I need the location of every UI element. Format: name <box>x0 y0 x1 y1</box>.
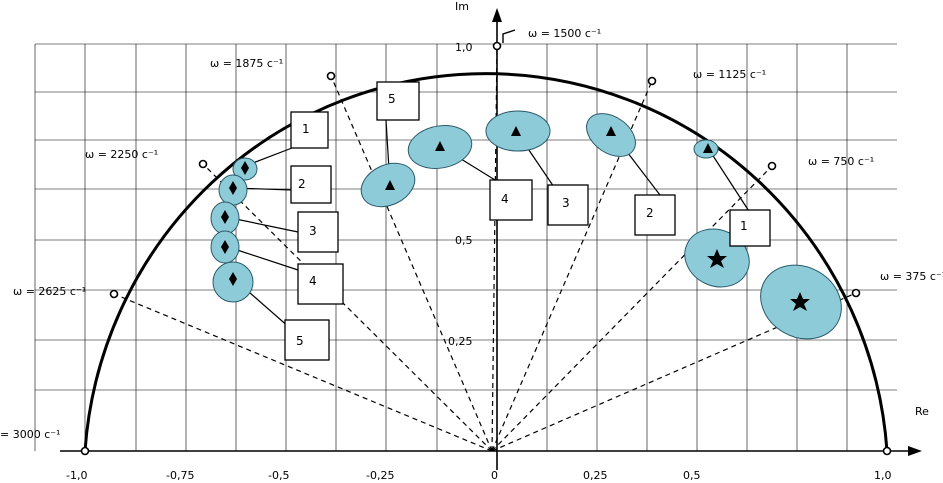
unit-arc <box>83 72 889 452</box>
callout-number: 5 <box>296 334 304 348</box>
freq-label-1125: ω = 1125 c⁻¹ <box>693 68 766 81</box>
callout-box <box>376 81 420 121</box>
callout-number: 1 <box>302 122 310 136</box>
callout-box <box>729 209 771 247</box>
x-tick-label: 0 <box>491 469 498 482</box>
star-marker <box>707 249 727 268</box>
x-axis-arrow <box>908 446 922 456</box>
diamond-marker <box>229 181 237 195</box>
callout-box <box>297 211 339 253</box>
y-tick-label: 0,25 <box>448 335 473 348</box>
freq-label-2625: ω = 2625 c⁻¹ <box>13 285 86 298</box>
radial-line <box>491 45 498 452</box>
markers <box>221 126 810 311</box>
x-tick-label: -1,0 <box>66 469 87 482</box>
frequency-point <box>882 446 892 456</box>
callout-number: 4 <box>501 192 509 206</box>
x-tick-label: 0,5 <box>683 469 701 482</box>
frequency-points <box>80 41 892 456</box>
frequency-point <box>109 289 119 299</box>
triangle-marker <box>703 143 713 153</box>
triangle-marker <box>606 126 616 136</box>
x-axis-label: Re <box>915 405 929 418</box>
callout-number: 3 <box>309 224 317 238</box>
radial-line <box>202 163 493 452</box>
callout-boxes <box>284 81 771 361</box>
callout-numbers: 1 2 3 4 5 5 4 3 2 1 <box>296 92 748 348</box>
axis-flag <box>502 29 516 43</box>
frequency-point <box>767 161 777 171</box>
x-tick-label: -0,5 <box>268 469 289 482</box>
callout-number: 5 <box>388 92 396 106</box>
triangle-marker <box>385 180 395 190</box>
callout-number: 4 <box>309 274 317 288</box>
callout-box <box>547 184 589 226</box>
y-tick-label: 1,0 <box>455 41 473 54</box>
x-tick-label: 1,0 <box>874 469 892 482</box>
freq-label-1500: ω = 1500 c⁻¹ <box>528 27 601 40</box>
freq-label-750: ω = 750 c⁻¹ <box>808 155 874 168</box>
frequency-point <box>80 446 90 456</box>
diamond-marker <box>241 161 249 175</box>
triangle-marker <box>435 141 445 151</box>
freq-label-2250: ω = 2250 c⁻¹ <box>85 148 158 161</box>
y-axis-arrow <box>492 8 502 22</box>
callout-box <box>284 319 330 361</box>
x-tick-label: -0,75 <box>166 469 194 482</box>
callout-box <box>290 165 332 204</box>
frequency-point <box>326 71 336 81</box>
callout-number: 1 <box>740 219 748 233</box>
freq-label-1875: ω = 1875 c⁻¹ <box>210 57 283 70</box>
diamond-marker <box>229 272 237 286</box>
radial-line <box>491 165 773 452</box>
frequency-point <box>851 288 861 298</box>
callout-number: 2 <box>298 177 306 191</box>
callout-box <box>634 194 676 236</box>
diamond-marker <box>221 240 229 254</box>
x-tick-label: -0,25 <box>366 469 394 482</box>
callout-box <box>489 179 533 221</box>
diamond-marker <box>221 210 229 224</box>
freq-label-375: ω = 375 c⁻¹ <box>880 270 943 283</box>
y-tick-label: 0,5 <box>455 234 473 247</box>
frequency-point <box>647 76 657 86</box>
callout-number: 2 <box>646 206 654 220</box>
freq-label-3000: = 3000 c⁻¹ <box>0 428 60 441</box>
callout-box <box>297 263 344 305</box>
frequency-point <box>198 159 208 169</box>
callout-number: 3 <box>562 196 570 210</box>
y-axis-label: Im <box>455 0 469 13</box>
frequency-point <box>492 41 502 51</box>
callout-box <box>290 111 329 149</box>
radial-line <box>491 292 857 452</box>
x-tick-label: 0,25 <box>583 469 608 482</box>
star-marker <box>790 292 810 311</box>
triangle-marker <box>511 126 521 136</box>
